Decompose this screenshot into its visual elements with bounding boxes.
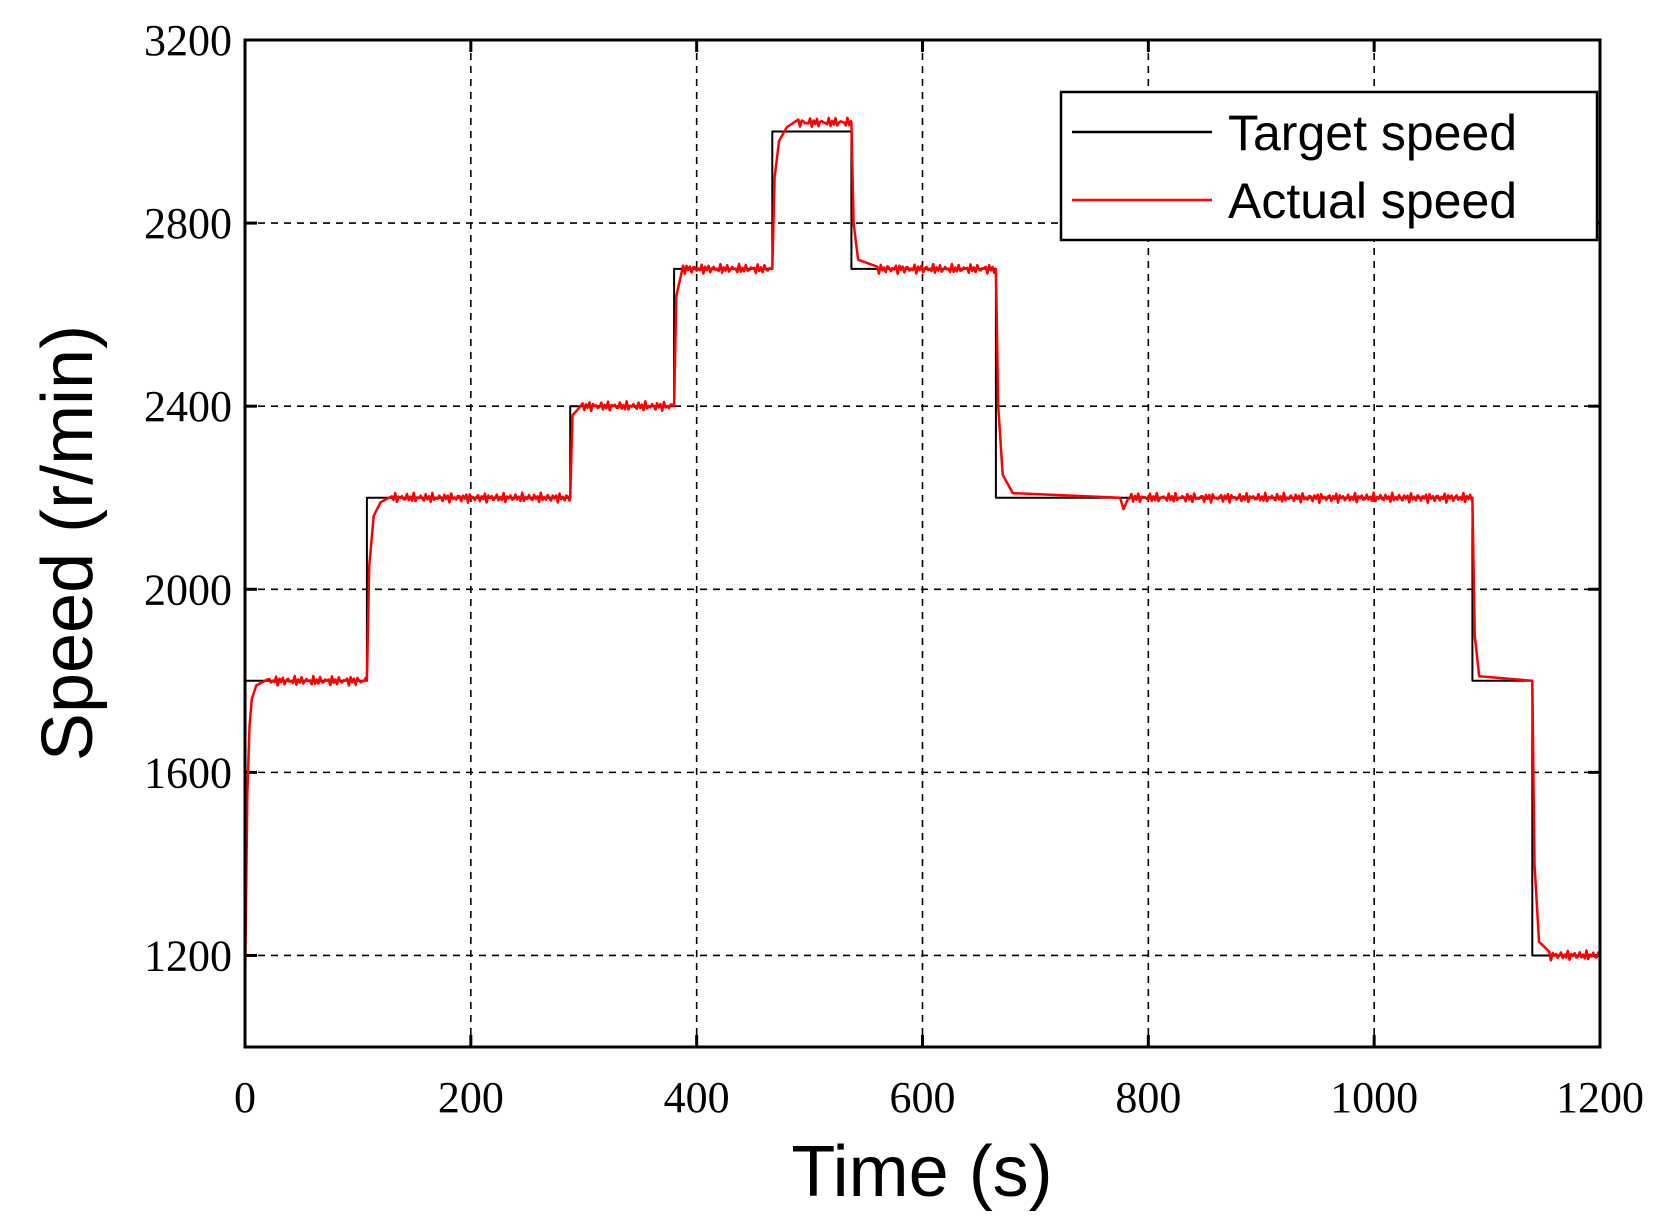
grid-lines [245,40,1600,1047]
y-tick-label: 1200 [144,931,232,980]
series-line-actual-speed [243,116,1602,993]
x-tick-labels: 0 200 400 600 800 1000 1200 [234,1073,1644,1122]
x-tick-label: 200 [438,1073,504,1122]
y-tick-label: 3200 [144,16,232,65]
x-tick-label: 1000 [1330,1073,1418,1122]
y-tick-label: 1600 [144,748,232,797]
series-line-target-speed [244,130,1600,957]
legend-label-actual-speed: Actual speed [1228,173,1517,229]
x-tick-label: 1200 [1556,1073,1644,1122]
x-axis-title: Time (s) [791,1132,1052,1212]
x-tick-label: 400 [664,1073,730,1122]
x-tick-label: 600 [890,1073,956,1122]
series-lines [243,116,1602,993]
y-tick-label: 2800 [144,199,232,248]
x-tick-label: 0 [234,1073,256,1122]
legend-box [1059,90,1599,242]
legend-label-target-speed: Target speed [1228,105,1517,161]
x-tick-label: 800 [1115,1073,1181,1122]
y-tick-label: 2000 [144,565,232,614]
legend: Target speed Actual speed [1059,90,1599,242]
plot-frame [243,38,1602,1049]
y-axis-title: Speed (r/min) [28,325,108,761]
y-tick-label: 2400 [144,382,232,431]
y-tick-labels: 1200 1600 2000 2400 2800 3200 [144,16,232,980]
